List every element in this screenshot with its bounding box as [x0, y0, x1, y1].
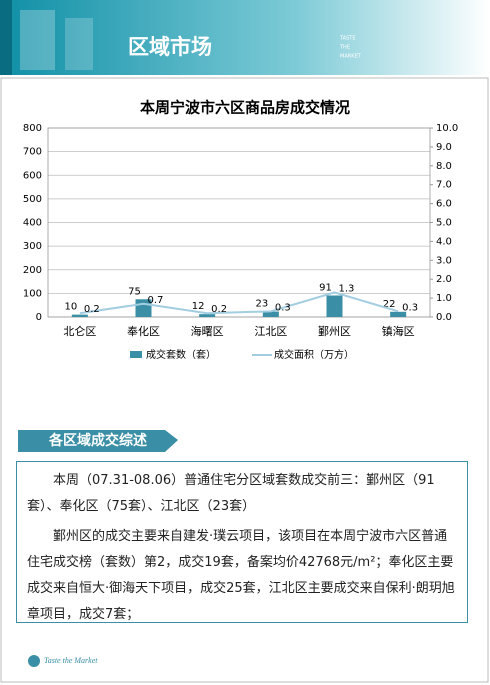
- line-value-label: 0.2: [211, 304, 227, 315]
- footer-logo: [28, 655, 40, 667]
- bar-value-label: 23: [255, 299, 268, 310]
- section-title: 各区域成交综述: [48, 432, 147, 449]
- x-tick-label: 鄞州区: [318, 325, 351, 338]
- y2-tick-label: 0.0: [436, 312, 452, 323]
- y-tick-label: 100: [23, 288, 42, 299]
- x-tick-label: 海曙区: [191, 324, 224, 338]
- tagline: THE: [339, 45, 350, 51]
- header-band: [0, 0, 490, 75]
- y-tick-label: 400: [23, 218, 42, 229]
- bar-value-label: 22: [383, 299, 396, 310]
- y-tick-label: 500: [23, 194, 42, 205]
- y-tick-label: 600: [23, 170, 42, 181]
- footer-brand: Taste the Market: [44, 656, 98, 665]
- line-value-label: 0.3: [275, 302, 291, 313]
- header-deco: [20, 10, 55, 70]
- section-tab: [18, 430, 178, 452]
- y2-tick-label: 3.0: [436, 255, 452, 266]
- y2-tick-label: 9.0: [436, 142, 452, 153]
- bar-value-label: 12: [192, 301, 205, 312]
- header-deco: [0, 0, 12, 75]
- header-title: 区域市场: [128, 35, 212, 59]
- bar: [326, 295, 343, 317]
- bar: [199, 314, 216, 317]
- line-value-label: 0.3: [402, 302, 418, 313]
- y2-tick-label: 1.0: [436, 293, 452, 304]
- line-value-label: 0.7: [148, 295, 164, 306]
- line: [79, 291, 399, 315]
- chart-title: 本周宁波市六区商品房成交情况: [140, 99, 350, 117]
- y2-tick-label: 2.0: [436, 274, 452, 285]
- y2-tick-label: 7.0: [436, 180, 452, 191]
- tagline: MARKET: [340, 54, 362, 60]
- bar-value-label: 10: [64, 302, 77, 313]
- bar: [262, 311, 279, 317]
- y-tick-label: 800: [23, 123, 42, 134]
- y2-tick-label: 6.0: [436, 199, 452, 210]
- y-tick-label: 300: [23, 241, 42, 252]
- y2-tick-label: 8.0: [436, 161, 452, 172]
- line-value-label: 1.3: [339, 283, 355, 294]
- paragraph: 鄞州区的成交主要来自建发·璞云项目，该项目在本周宁波市六区普通住宅成交榜（套数）…: [27, 529, 455, 622]
- x-tick-label: 北仑区: [63, 324, 96, 338]
- x-tick-label: 江北区: [254, 325, 287, 338]
- bar: [71, 314, 88, 317]
- y-tick-label: 0: [36, 312, 42, 323]
- legend-swatch: [130, 351, 142, 358]
- legend-label: 成交面积（万方）: [274, 348, 354, 361]
- y-tick-label: 700: [23, 147, 42, 158]
- bar: [390, 311, 407, 317]
- y2-tick-label: 5.0: [436, 218, 452, 229]
- x-tick-label: 镇海区: [382, 324, 415, 338]
- header-deco: [65, 18, 93, 70]
- y-tick-label: 200: [23, 265, 42, 276]
- bar-value-label: 75: [128, 286, 141, 297]
- page-border: [0, 77, 489, 683]
- x-tick-label: 奉化区: [127, 324, 160, 338]
- y2-tick-label: 4.0: [436, 236, 452, 247]
- summary-box: 本周（07.31-08.06）普通住宅分区域套数成交前三：鄞州区（91套）、奉化…: [16, 461, 468, 623]
- y2-tick-label: 10.0: [436, 123, 458, 134]
- legend-label: 成交套数（套）: [146, 348, 216, 361]
- tagline: TASTE: [339, 36, 355, 42]
- line-value-label: 0.2: [84, 304, 100, 315]
- bar-value-label: 91: [319, 283, 332, 294]
- plot-frame: [47, 127, 431, 318]
- paragraph: 本周（07.31-08.06）普通住宅分区域套数成交前三：鄞州区（91套）、奉化…: [27, 473, 435, 514]
